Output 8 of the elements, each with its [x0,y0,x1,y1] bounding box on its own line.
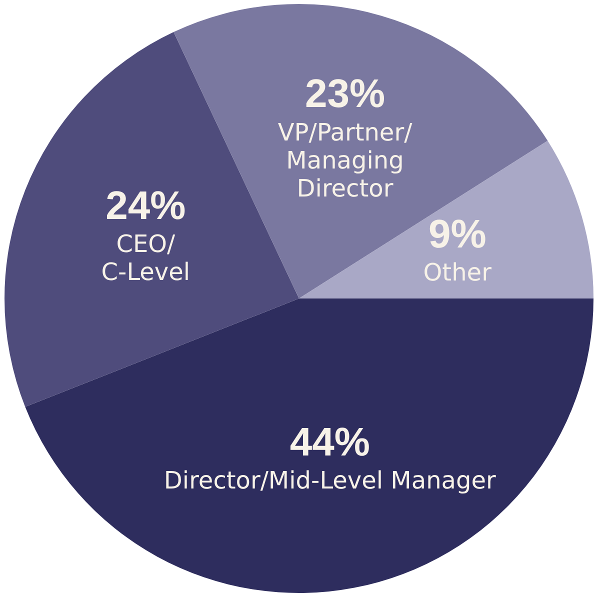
data-label: 9% [428,212,486,257]
data-label: 44% [290,420,370,465]
slice-label: CEO/ C-Level [101,230,190,286]
slice-label: VP/Partner/ Managing Director [278,118,414,202]
slice-label: Other [423,258,492,287]
data-label: 24% [106,184,186,228]
slice-label: Director/Mid-Level Manager [164,466,496,495]
data-label: 23% [304,72,386,116]
